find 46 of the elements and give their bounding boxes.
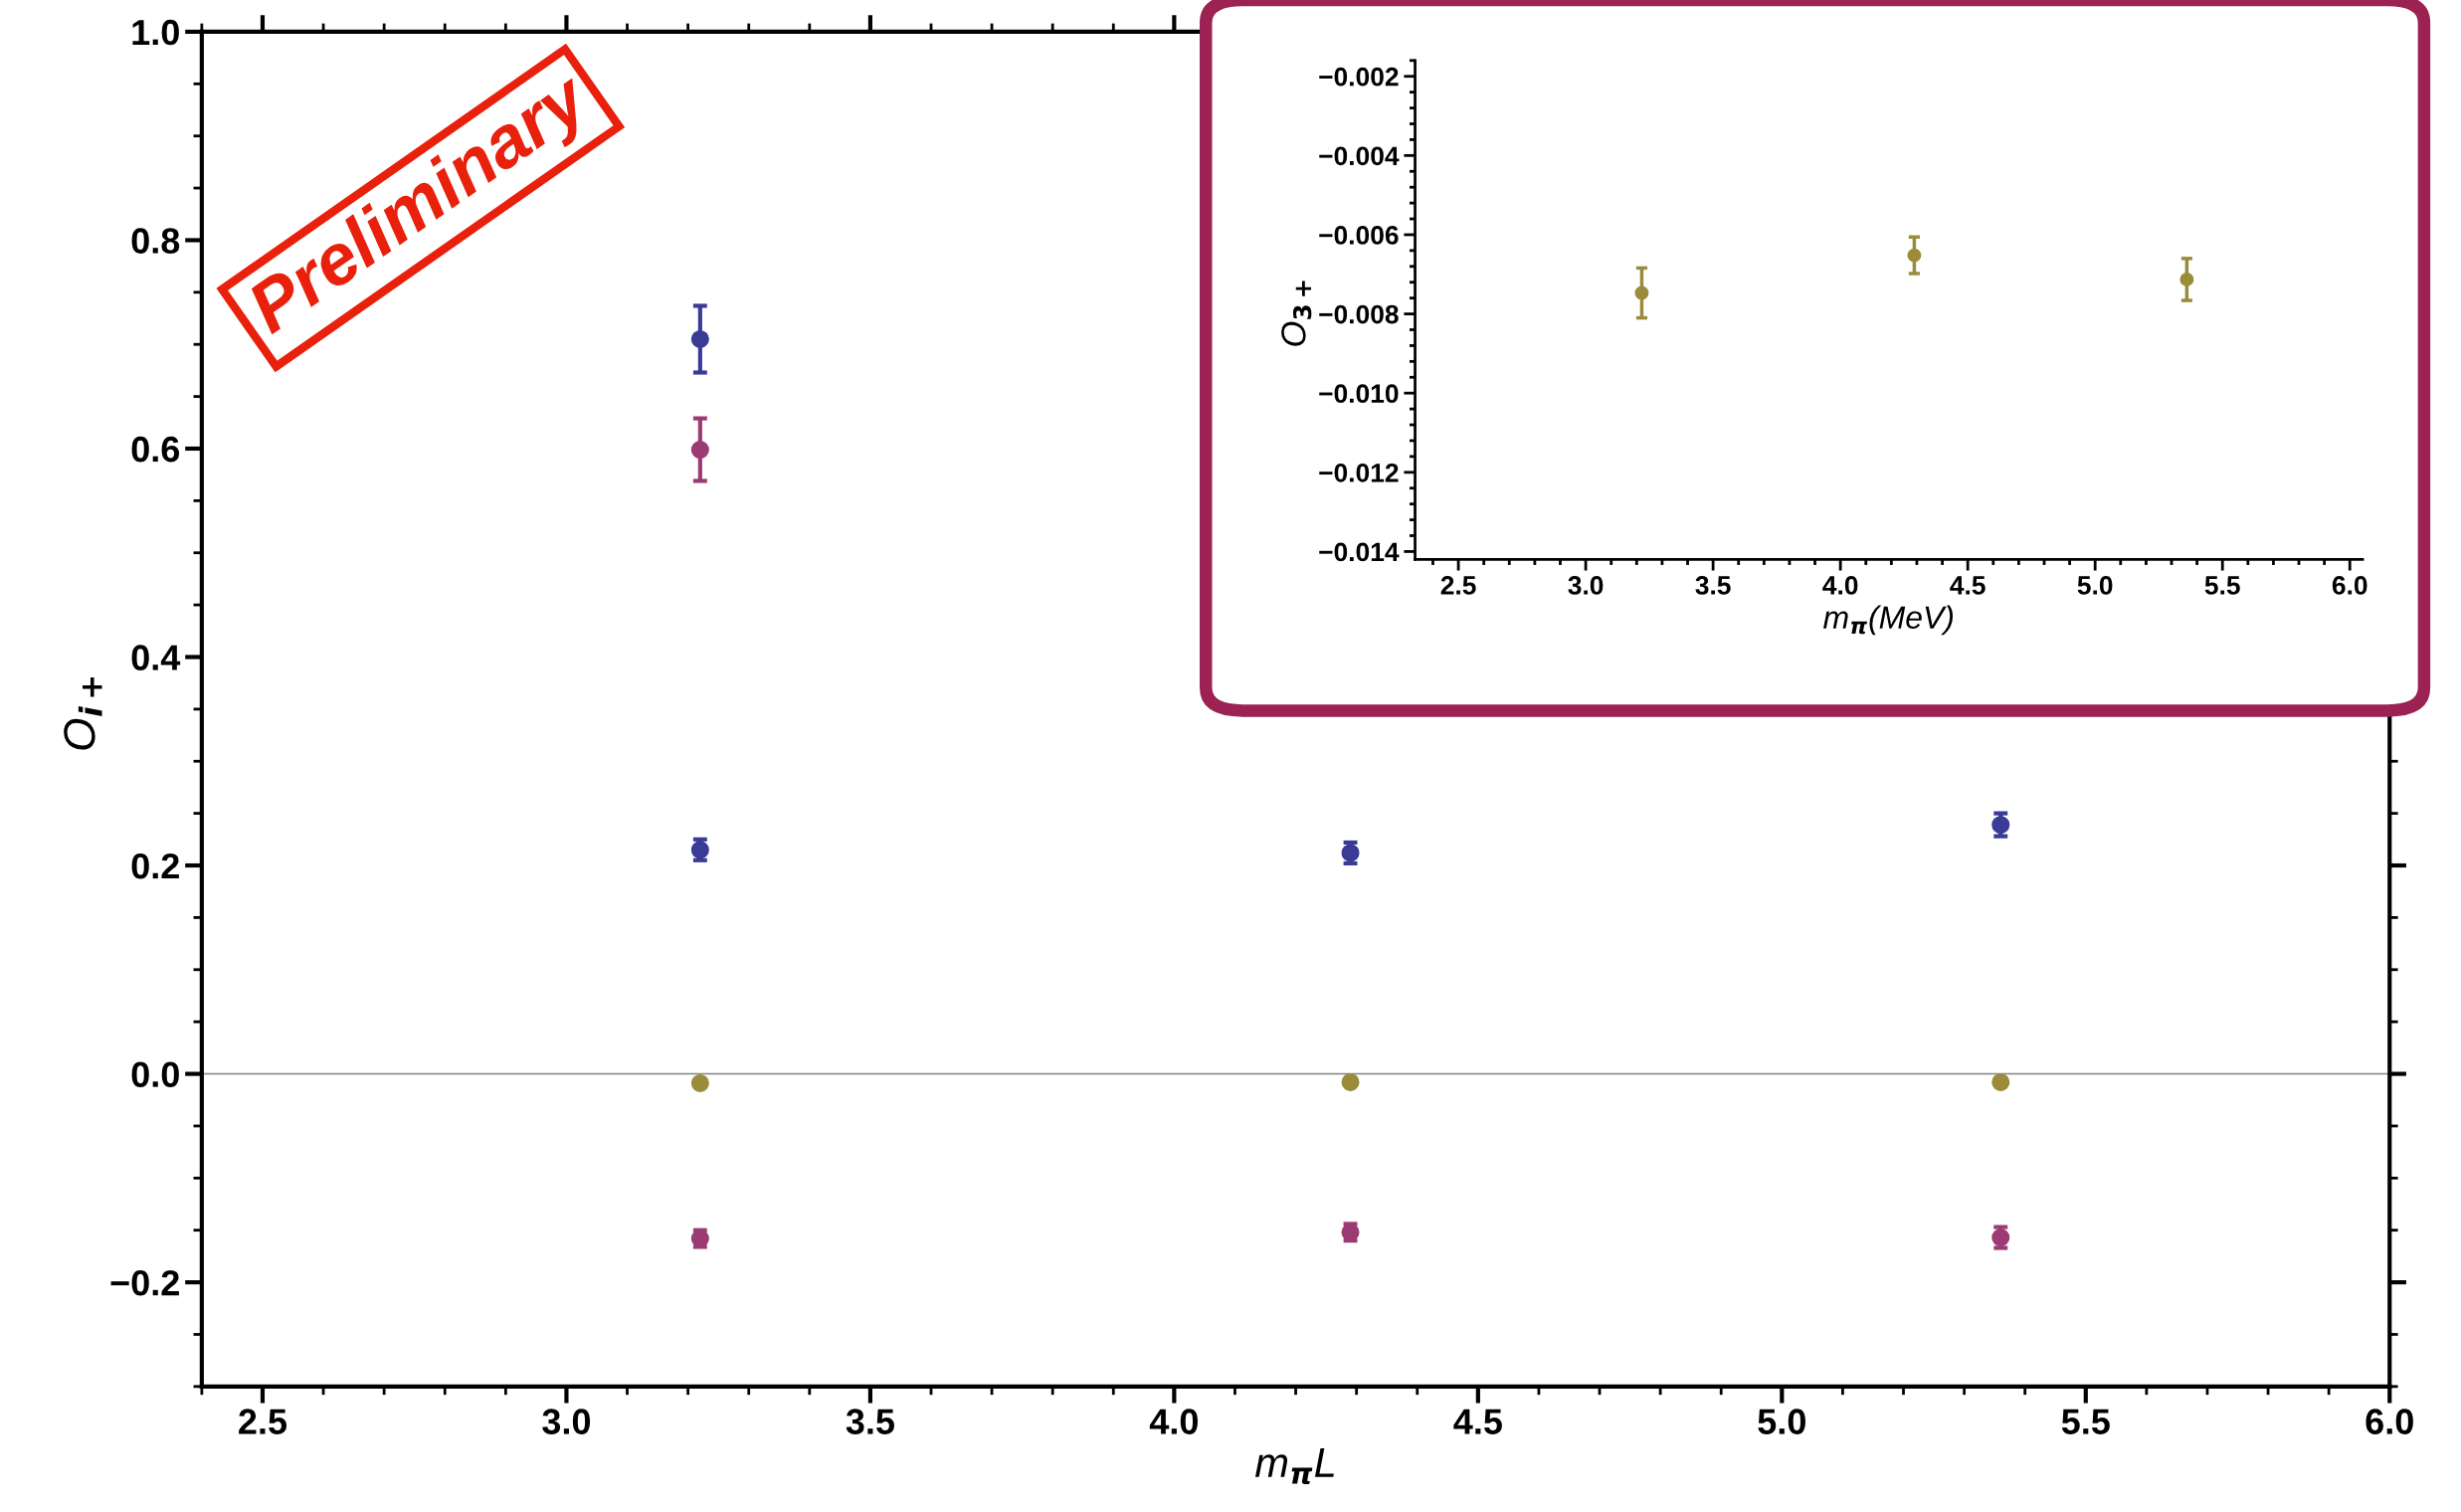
x-axis-title: m$_{π}$(MeV): [1823, 605, 1954, 636]
y-tick-label: 0.8: [131, 228, 180, 254]
x-tick-label: 3.5: [846, 1409, 894, 1434]
y-tick-label: 1.0: [132, 19, 179, 46]
point: [2179, 273, 2194, 286]
point: [690, 440, 709, 460]
point: [690, 1073, 709, 1093]
x-axis-title: m$_{π}$L: [1255, 1448, 1334, 1485]
x-tick-label: 2.5: [1440, 576, 1476, 595]
y-tick-label: −0.014: [1319, 542, 1400, 562]
point: [1341, 844, 1360, 862]
x-tick-label: 4.0: [1822, 576, 1858, 595]
point: [1991, 1228, 2010, 1247]
x-tick-label: 3.5: [1695, 576, 1731, 595]
y-tick-label: 0.4: [131, 645, 181, 670]
x-tick-label: 6.0: [2366, 1409, 2413, 1434]
y-tick-label: 0.2: [131, 852, 179, 879]
x-tick-label: 2.5: [239, 1409, 287, 1434]
point: [1341, 1072, 1360, 1091]
x-tick-label: 3.0: [1568, 576, 1604, 595]
x-tick-label: 3.0: [542, 1409, 591, 1434]
point: [1907, 248, 1922, 263]
y-axis-title: O$_{i+}$: [64, 677, 102, 750]
y-tick-label: −0.010: [1319, 384, 1399, 404]
x-tick-label: 4.5: [1950, 576, 1986, 595]
y-axis-title: O$_{3+}$: [1281, 281, 1312, 346]
y-tick-label: −0.004: [1319, 146, 1400, 166]
x-tick-label: 5.5: [2204, 576, 2240, 595]
point: [1634, 285, 1649, 300]
y-tick-label: −0.2: [110, 1269, 179, 1296]
point: [1991, 816, 2010, 835]
x-tick-label: 6.0: [2332, 576, 2367, 595]
x-tick-label: 4.0: [1149, 1409, 1198, 1434]
x-tick-label: 5.0: [2077, 576, 2113, 595]
x-tick-label: 5.0: [1758, 1409, 1805, 1434]
point: [690, 841, 709, 859]
x-tick-label: 5.5: [2061, 1409, 2110, 1434]
y-tick-label: 0.6: [131, 436, 180, 463]
x-tick-label: 4.5: [1453, 1409, 1502, 1434]
y-tick-label: −0.008: [1319, 304, 1399, 324]
y-tick-label: 0.0: [131, 1061, 179, 1087]
point: [690, 329, 709, 348]
y-tick-label: −0.012: [1319, 463, 1399, 482]
point: [1991, 1072, 2010, 1091]
y-tick-label: −0.006: [1319, 226, 1399, 245]
y-tick-label: −0.002: [1319, 67, 1399, 87]
